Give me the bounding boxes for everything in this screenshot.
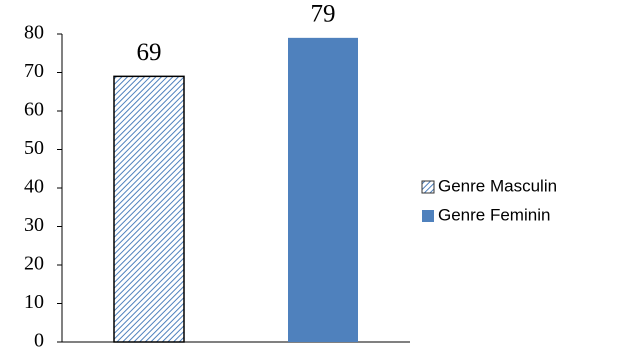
y-tick-label: 60 <box>24 99 44 121</box>
y-tick-label: 70 <box>24 60 44 82</box>
legend-label: Genre Feminin <box>438 205 550 224</box>
y-tick-label: 20 <box>24 253 44 275</box>
y-tick-label: 0 <box>34 330 44 347</box>
legend-swatch <box>422 210 434 222</box>
bar <box>113 75 185 343</box>
data-label: 79 <box>311 1 336 28</box>
data-label: 69 <box>137 39 162 66</box>
y-tick-label: 80 <box>24 22 44 44</box>
y-tick-label: 30 <box>24 214 44 236</box>
legend-swatch <box>421 180 435 194</box>
legend-label: Genre Masculin <box>438 176 557 195</box>
y-tick-label: 10 <box>24 291 44 313</box>
bar <box>288 37 358 342</box>
y-tick-label: 40 <box>24 176 44 198</box>
y-tick-label: 50 <box>24 137 44 159</box>
